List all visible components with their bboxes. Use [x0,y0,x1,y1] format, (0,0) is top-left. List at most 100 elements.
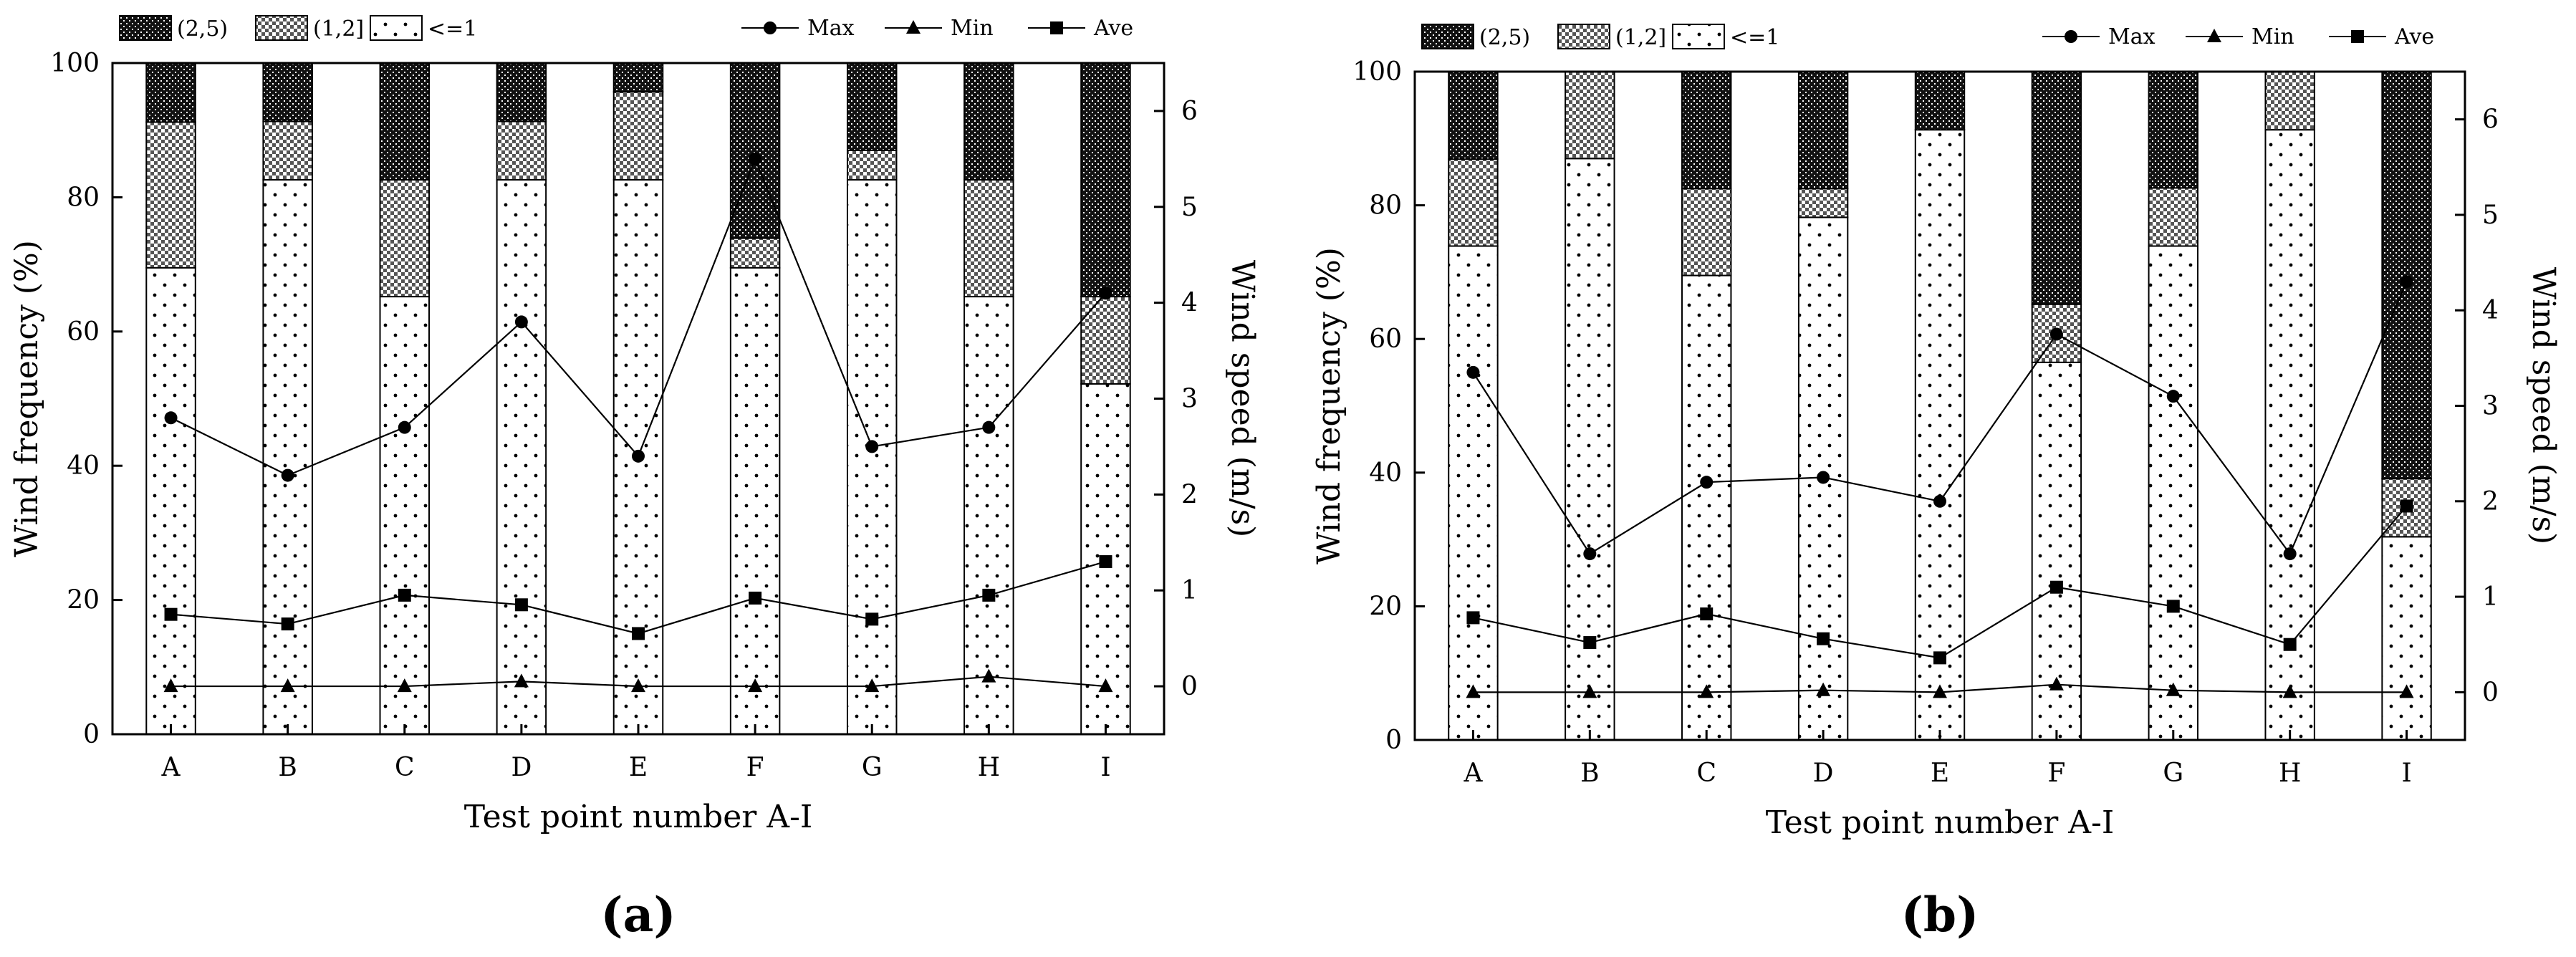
point-ave-B [281,617,294,631]
bar-(2,5)-D [1797,71,1849,190]
point-max-G [2166,390,2180,403]
point-min-E [631,678,645,693]
y2-tick-label: 6 [1181,97,1198,126]
line-legend-marker-0 [2065,30,2077,43]
y-tick-label: 60 [1369,324,1402,354]
point-ave-H [982,588,996,602]
bar-(2,5)-F [2031,71,2082,305]
y2-tick-label: 3 [1181,385,1198,414]
bar-(2,5)-H [963,62,1014,181]
point-min-I [1098,678,1113,693]
y-axis-title: Wind frequency (%) [9,240,45,557]
speed-lines-group [163,152,1113,693]
bar-<=1-F [729,266,781,736]
bar-(1,2]-H [963,179,1014,298]
bar-<=1-G [846,179,898,735]
line-legend: Max Min Ave [2042,24,2434,49]
legend-label-2: <=1 [1730,25,1779,50]
y2-tick-label: 3 [2482,392,2499,421]
bar-<=1-A [145,266,196,736]
legend-swatch-2 [370,15,423,41]
legend-label-0: (2,5) [1479,25,1530,50]
point-max-E [1933,494,1946,508]
legend-swatch-0 [119,15,172,41]
y-tick-label: 0 [83,720,100,749]
x-tick-label-E: E [1931,759,1949,788]
legend-label-2: <=1 [428,16,477,42]
point-max-A [1466,365,1480,379]
x-axis-title: Test point number A-I [1766,804,2115,841]
point-ave-E [632,627,645,640]
bar-(2,5)-B [262,62,313,122]
bar-(1,2]-H [2264,71,2315,131]
point-max-I [1099,287,1112,300]
x-tick-label-I: I [1100,753,1110,782]
point-max-C [398,420,411,434]
x-tick-label-D: D [1813,759,1834,788]
y2-tick-label: 2 [1181,480,1198,509]
bar-(2,5)-A [145,62,196,123]
bar-legend: (2,5) (1,2] <=1 [1421,24,1779,50]
line-legend-marker-1 [2207,29,2221,42]
y-tick-label: 40 [1369,458,1402,488]
point-ave-E [1933,651,1946,665]
legend-swatch-1 [1557,24,1610,49]
point-ave-D [514,598,528,612]
point-ave-C [398,588,411,602]
point-ave-D [1817,632,1830,645]
legend-swatch-2 [1672,24,1725,49]
bar-<=1-I [2381,536,2432,741]
x-tick-label-B: B [278,753,297,782]
x-tick-label-B: B [1580,759,1599,788]
point-max-G [865,440,879,453]
x-tick-label-G: G [2163,759,2183,788]
y2-tick-label: 0 [2482,678,2499,707]
bar-(2,5)-I [2381,71,2432,480]
point-ave-B [1583,636,1597,650]
bar-(2,5)-A [1448,71,1499,160]
point-max-F [2049,327,2063,341]
y2-axis-title: Wind speed (m/s) [2525,267,2562,544]
line-legend-label-1: Min [951,16,994,41]
bar-<=1-D [496,179,547,735]
line-legend-marker-1 [906,20,921,34]
panel-label: (b) [1901,887,1979,943]
bar-(2,5)-G [846,62,898,151]
y-tick-label: 0 [1385,726,1402,755]
point-max-E [632,449,645,463]
point-min-A [1466,684,1481,698]
y2-tick-label: 4 [1181,289,1198,318]
point-min-B [1582,684,1597,698]
legend-swatch-1 [255,15,308,41]
point-max-C [1700,476,1714,489]
bar-(1,2]-B [1565,71,1615,160]
bar-<=1-C [379,296,431,735]
line-legend-label-2: Ave [2394,24,2434,49]
point-max-H [982,420,996,434]
point-min-F [748,678,763,693]
x-tick-label-G: G [862,753,883,782]
panel-label: (a) [600,887,676,943]
bar-<=1-G [2148,245,2198,741]
x-tick-label-H: H [2279,759,2301,788]
y2-tick-label: 0 [1181,672,1198,701]
bar-(1,2]-E [612,91,664,181]
bar-(2,5)-F [729,62,781,239]
point-max-B [1583,547,1597,561]
bar-<=1-B [1565,158,1615,741]
point-min-H [981,668,996,683]
point-min-C [1699,684,1714,698]
bar-(1,2]-G [2148,187,2198,247]
bar-legend: (2,5) (1,2] <=1 [119,15,477,42]
bar-(1,2]-G [846,149,898,181]
point-min-C [397,678,412,693]
y2-tick-label: 4 [2482,296,2499,325]
y2-axis-title: Wind speed (m/s) [1224,260,1261,537]
point-max-H [2283,547,2297,561]
bar-stack-group [145,62,1131,736]
point-min-G [2166,682,2181,696]
bar-(1,2]-A [1448,158,1499,247]
line-legend-label-0: Max [807,16,855,41]
point-min-F [2049,676,2064,691]
